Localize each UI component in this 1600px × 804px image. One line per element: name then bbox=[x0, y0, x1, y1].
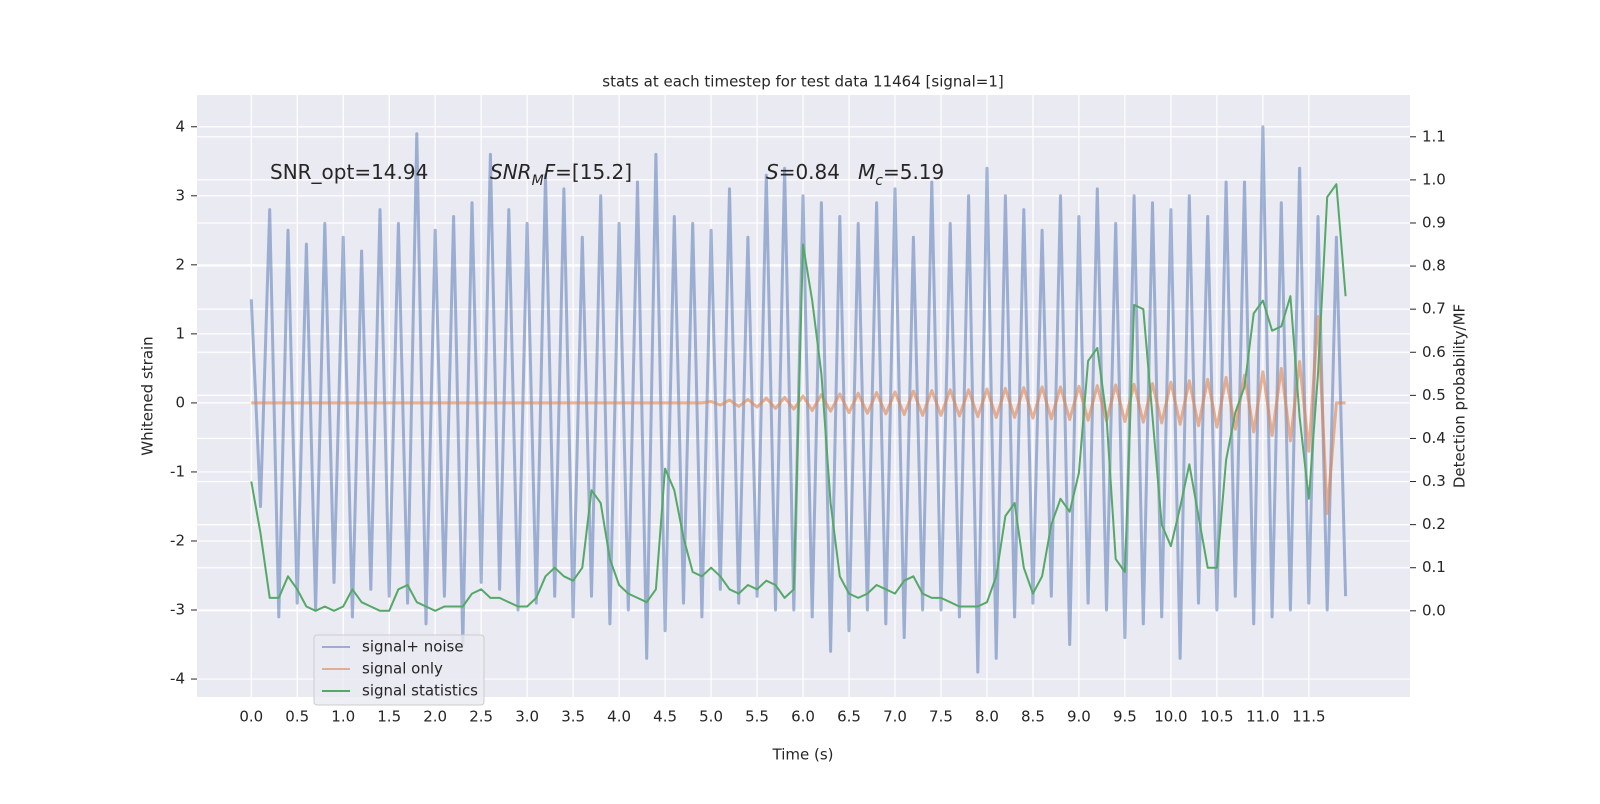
y2-tick-label: 0.5 bbox=[1422, 386, 1446, 404]
y-tick-label: 1 bbox=[175, 324, 185, 342]
x-axis-label: Time (s) bbox=[772, 746, 834, 764]
annotation-part: =5.19 bbox=[883, 160, 944, 184]
annotation-part: SNR bbox=[490, 160, 532, 184]
y-tick-label: -4 bbox=[170, 670, 185, 688]
y2-axis-label: Detection probability/MF bbox=[1451, 304, 1469, 488]
x-tick-label: 9.5 bbox=[1113, 708, 1137, 726]
annotation: SNR_opt=14.94 bbox=[270, 160, 428, 184]
x-tick-label: 1.5 bbox=[377, 708, 401, 726]
chart-title: stats at each timestep for test data 114… bbox=[602, 73, 1003, 91]
y2-tick-label: 0.8 bbox=[1422, 257, 1446, 275]
x-tick-label: 3.5 bbox=[561, 708, 585, 726]
x-tick-label: 5.5 bbox=[745, 708, 769, 726]
x-tick-label: 11.0 bbox=[1246, 708, 1279, 726]
annotation-part: F bbox=[544, 160, 556, 184]
x-tick-label: 4.0 bbox=[607, 708, 631, 726]
x-tick-label: 5.0 bbox=[699, 708, 723, 726]
annotation-part: c bbox=[875, 173, 883, 189]
x-tick-label: 9.0 bbox=[1067, 708, 1091, 726]
x-tick-label: 2.0 bbox=[423, 708, 447, 726]
y2-tick-label: 0.7 bbox=[1422, 300, 1446, 318]
y-axis-label: Whitened strain bbox=[139, 336, 157, 455]
annotation-part: S bbox=[766, 160, 779, 184]
x-tick-label: 4.5 bbox=[653, 708, 677, 726]
y-tick-label: 2 bbox=[175, 255, 185, 273]
x-tick-label: 6.0 bbox=[791, 708, 815, 726]
x-tick-label: 8.0 bbox=[975, 708, 999, 726]
annotation: S=0.84 bbox=[766, 160, 840, 184]
x-tick-label: 10.5 bbox=[1200, 708, 1233, 726]
x-tick-label: 3.0 bbox=[515, 708, 539, 726]
series-line bbox=[250, 183, 1347, 612]
x-tick-label: 0.0 bbox=[239, 708, 263, 726]
legend-label: signal only bbox=[362, 660, 443, 678]
annotation: SNRMF=[15.2] bbox=[490, 160, 632, 190]
x-tick-label: 7.0 bbox=[883, 708, 907, 726]
legend-label: signal+ noise bbox=[362, 638, 464, 656]
marks bbox=[249, 125, 1348, 674]
y2-tick-label: 0.3 bbox=[1422, 472, 1446, 490]
x-tick-label: 0.5 bbox=[285, 708, 309, 726]
legend-label: signal statistics bbox=[362, 682, 478, 700]
y-tick-label: 4 bbox=[175, 117, 185, 135]
x-tick-label: 6.5 bbox=[837, 708, 861, 726]
annotation-part: M bbox=[532, 173, 544, 189]
y-tick-label: 0 bbox=[175, 393, 185, 411]
y-tick-label: -1 bbox=[170, 462, 185, 480]
x-tick-label: 11.5 bbox=[1292, 708, 1325, 726]
y2-tick-label: 0.9 bbox=[1422, 213, 1446, 231]
x-tick-label: 10.0 bbox=[1154, 708, 1187, 726]
annotation-part: =[15.2] bbox=[555, 160, 632, 184]
annotation-part: =0.84 bbox=[779, 160, 840, 184]
x-tick-label: 2.5 bbox=[469, 708, 493, 726]
y2-tick-label: 0.4 bbox=[1422, 429, 1446, 447]
annotation-part: M bbox=[858, 160, 875, 184]
y2-tick-label: 0.6 bbox=[1422, 343, 1446, 361]
x-tick-label: 1.0 bbox=[331, 708, 355, 726]
x-tick-label: 7.5 bbox=[929, 708, 953, 726]
x-tick-label: 8.5 bbox=[1021, 708, 1045, 726]
y2-tick-label: 1.0 bbox=[1422, 170, 1446, 188]
y2-tick-label: 0.1 bbox=[1422, 558, 1446, 576]
y2-tick-label: 0.0 bbox=[1422, 601, 1446, 619]
y-tick-label: -2 bbox=[170, 531, 185, 549]
annotation: Mc=5.19 bbox=[858, 160, 944, 190]
legend-box bbox=[313, 634, 485, 706]
y-tick-label: -3 bbox=[170, 601, 185, 619]
y2-tick-label: 0.2 bbox=[1422, 515, 1446, 533]
y2-tick-label: 1.1 bbox=[1422, 127, 1446, 145]
y-tick-label: 3 bbox=[175, 186, 185, 204]
annotation-part: SNR_opt=14.94 bbox=[270, 160, 428, 184]
